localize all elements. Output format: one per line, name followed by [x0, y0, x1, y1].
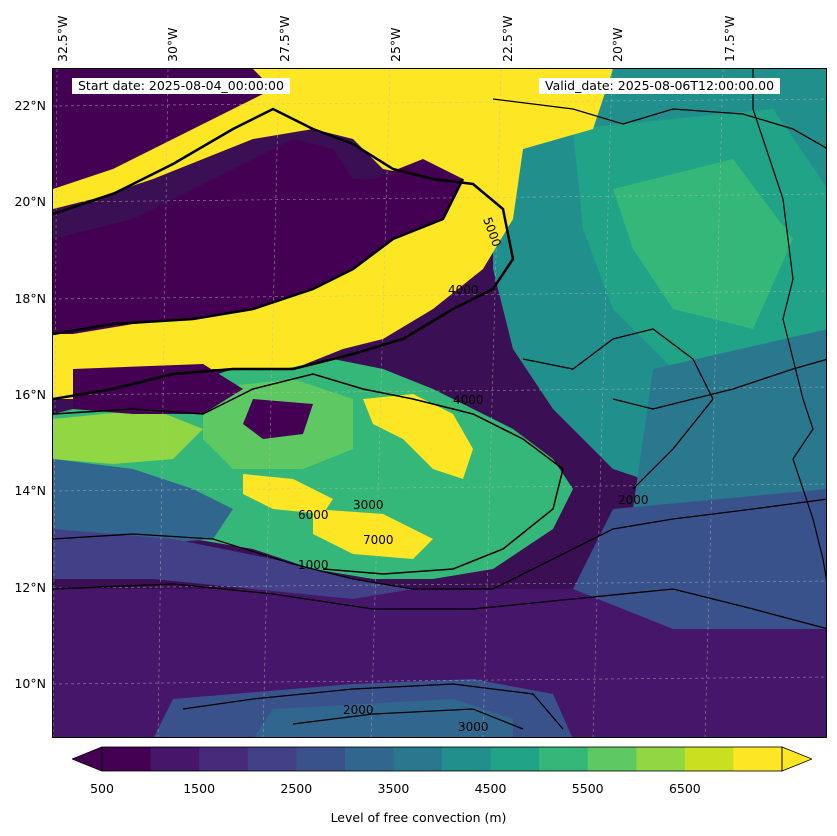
colorbar-tick-label: 1500 [183, 781, 216, 796]
field-west-lime [53, 409, 203, 464]
contour-label-3000b: 3000 [353, 498, 384, 512]
contour-label-4000: 4000 [453, 393, 484, 407]
colorbar-segment [539, 747, 589, 771]
contour-label-4000b: 4000 [448, 283, 479, 297]
lon-label-25w: 25°W [388, 27, 403, 62]
contour-label-7000: 7000 [363, 533, 394, 547]
field-central-dark-cell-b [243, 399, 313, 439]
filled-contour-map: 1000 2000 3000 4000 4000 5000 6000 7000 … [53, 69, 826, 737]
lat-label-16n: 16°N [14, 387, 46, 402]
lon-label-22-5w: 22.5°W [500, 15, 515, 62]
start-date-label: Start date: 2025-08-04_00:00:00 [72, 78, 290, 94]
colorbar-segment [733, 747, 783, 771]
colorbar-tick-label: 5500 [571, 781, 604, 796]
lon-label-27-5w: 27.5°W [277, 15, 292, 62]
colorbar-tick-label: 3500 [377, 781, 410, 796]
field-central-yellow-cell-a [243, 474, 333, 514]
field-east-light-green [613, 159, 793, 329]
field-west-blue [53, 529, 413, 599]
contour-label-6000: 6000 [298, 508, 329, 522]
contour-label-2000: 2000 [343, 703, 374, 717]
field-southeast-blue [573, 489, 826, 629]
contour-label-2000b: 2000 [618, 493, 649, 507]
africa-coastline [752, 69, 826, 581]
lat-label-18n: 18°N [14, 291, 46, 306]
colorbar-tick-label: 6500 [668, 781, 701, 796]
colorbar-tick-label: 2500 [280, 781, 313, 796]
colorbar-tick-label: 500 [90, 781, 114, 796]
lat-label-12n: 12°N [14, 580, 46, 595]
colorbar-segment [636, 747, 686, 771]
colorbar-segment [199, 747, 249, 771]
colorbar-outline [101, 746, 783, 772]
colorbar [72, 746, 812, 772]
lat-label-14n: 14°N [14, 483, 46, 498]
valid-date-label: Valid_date: 2025-08-06T12:00:00.00 [539, 78, 781, 94]
lon-label-32-5w: 32.5°W [55, 15, 70, 62]
lat-label-22n: 22°N [14, 98, 46, 113]
field-central-yellow-cell-c [363, 394, 473, 479]
colorbar-segment [393, 747, 443, 771]
lon-label-30w: 30°W [165, 27, 180, 62]
lat-label-10n: 10°N [14, 676, 46, 691]
colorbar-segment [247, 747, 297, 771]
colorbar-segment [587, 747, 637, 771]
contour-label-3000: 3000 [458, 720, 489, 734]
colorbar-segment [490, 747, 540, 771]
field-central-yellow-cell-b [313, 509, 433, 559]
lon-label-17-5w: 17.5°W [722, 15, 737, 62]
lat-label-20n: 20°N [14, 194, 46, 209]
field-west-teal [53, 459, 233, 544]
colorbar-segment [296, 747, 346, 771]
graticule [53, 69, 826, 737]
colorbar-under-extend [72, 746, 103, 772]
field-south-teal-blob [254, 699, 513, 737]
map-panel: 1000 2000 3000 4000 4000 5000 6000 7000 … [52, 68, 827, 738]
colorbar-segment [684, 747, 734, 771]
field-north-low-band [53, 139, 463, 334]
field-northwest-low [53, 69, 273, 189]
contour-label-1000: 1000 [298, 558, 329, 572]
colorbar-label: Level of free convection (m) [330, 810, 507, 825]
lon-label-20w: 20°W [610, 27, 625, 62]
colorbar-segment [344, 747, 394, 771]
colorbar-segment [150, 747, 200, 771]
field-central-dark-cell-a [73, 364, 243, 414]
colorbar-tick-label: 4500 [474, 781, 507, 796]
contour-lines [53, 98, 826, 730]
colorbar-over-extend [781, 746, 812, 772]
colorbar-segment [442, 747, 492, 771]
colorbar-segment [102, 747, 152, 771]
